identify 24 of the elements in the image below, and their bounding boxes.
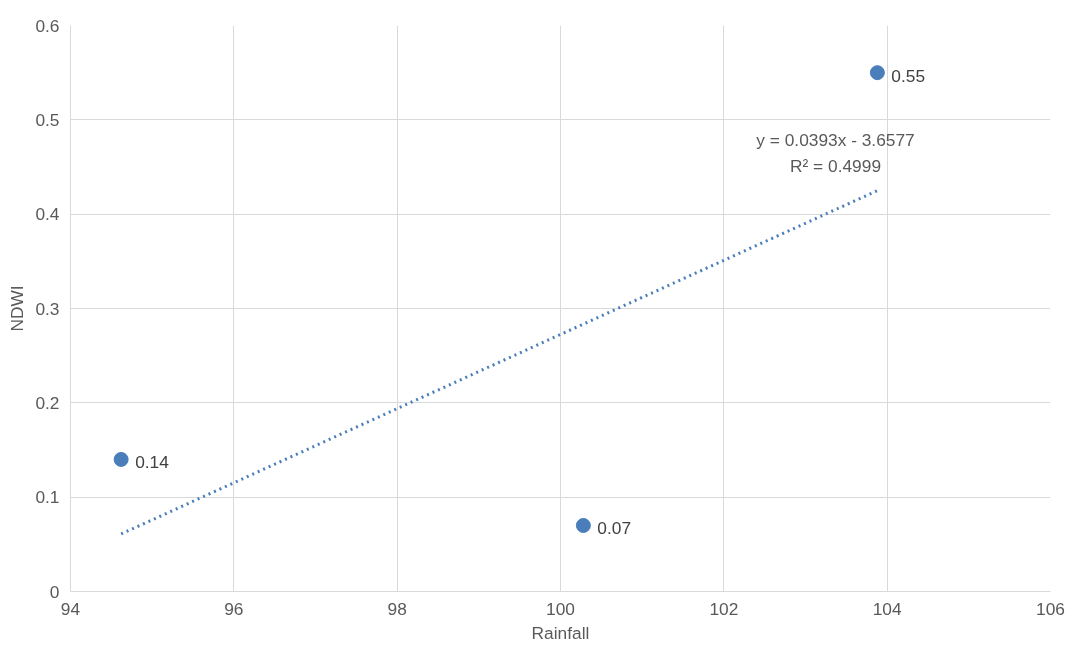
y-tick-label: 0.2 <box>35 392 60 413</box>
x-axis-title: Rainfall <box>531 622 590 643</box>
y-axis-title: NDWI <box>7 285 28 332</box>
point <box>575 517 591 533</box>
annotation: R² = 0.4999 <box>789 155 882 176</box>
x-tick-label: 94 <box>60 598 81 619</box>
y-tick-label: 0.5 <box>35 109 60 130</box>
y-tick-label: 0.4 <box>35 204 60 225</box>
point <box>113 451 129 467</box>
x-tick-label: 96 <box>224 598 244 619</box>
x-tick-label: 102 <box>709 598 739 619</box>
y-tick-label: 0.6 <box>35 15 60 36</box>
x-tick-label: 98 <box>387 598 407 619</box>
y-tick-label: 0.1 <box>35 487 60 508</box>
x-tick-label: 104 <box>872 598 902 619</box>
point <box>869 65 885 81</box>
annotation: y = 0.0393x - 3.6577 <box>756 129 915 150</box>
data-label: 0.07 <box>597 518 632 539</box>
x-tick-label: 100 <box>546 598 575 619</box>
data-label: 0.55 <box>891 65 926 86</box>
y-tick-label: 0.3 <box>35 298 60 319</box>
y-tick-label: 0 <box>49 581 60 602</box>
x-tick-label: 106 <box>1036 598 1065 619</box>
data-label: 0.14 <box>135 452 170 473</box>
